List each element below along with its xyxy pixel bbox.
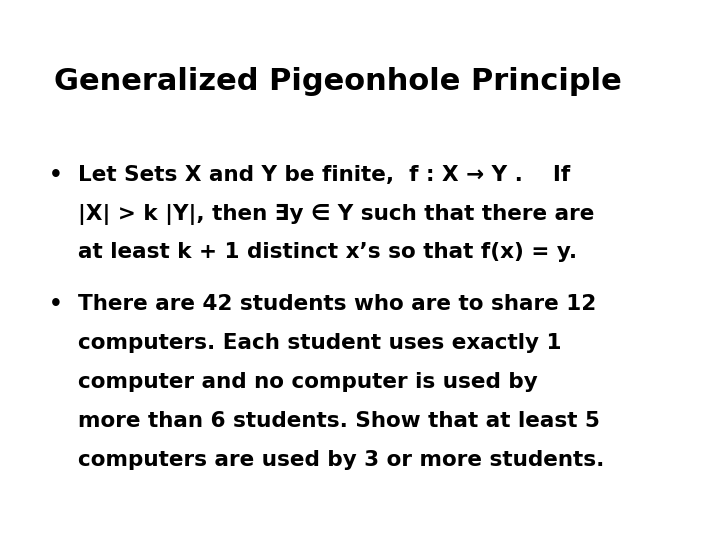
Text: computer and no computer is used by: computer and no computer is used by xyxy=(78,372,538,392)
Text: Generalized Pigeonhole Principle: Generalized Pigeonhole Principle xyxy=(54,68,622,97)
Text: •: • xyxy=(49,294,63,314)
Text: |X| > k |Y|, then ∃y ∈ Y such that there are: |X| > k |Y|, then ∃y ∈ Y such that there… xyxy=(78,204,594,225)
Text: computers. Each student uses exactly 1: computers. Each student uses exactly 1 xyxy=(78,333,562,353)
Text: at least k + 1 distinct x’s so that f(x) = y.: at least k + 1 distinct x’s so that f(x)… xyxy=(78,242,577,262)
Text: more than 6 students. Show that at least 5: more than 6 students. Show that at least… xyxy=(78,411,600,431)
Text: •: • xyxy=(49,165,63,185)
Text: There are 42 students who are to share 12: There are 42 students who are to share 1… xyxy=(78,294,596,314)
Text: computers are used by 3 or more students.: computers are used by 3 or more students… xyxy=(78,450,604,470)
Text: Let Sets X and Y be finite,  f : X → Y .    If: Let Sets X and Y be finite, f : X → Y . … xyxy=(78,165,570,185)
